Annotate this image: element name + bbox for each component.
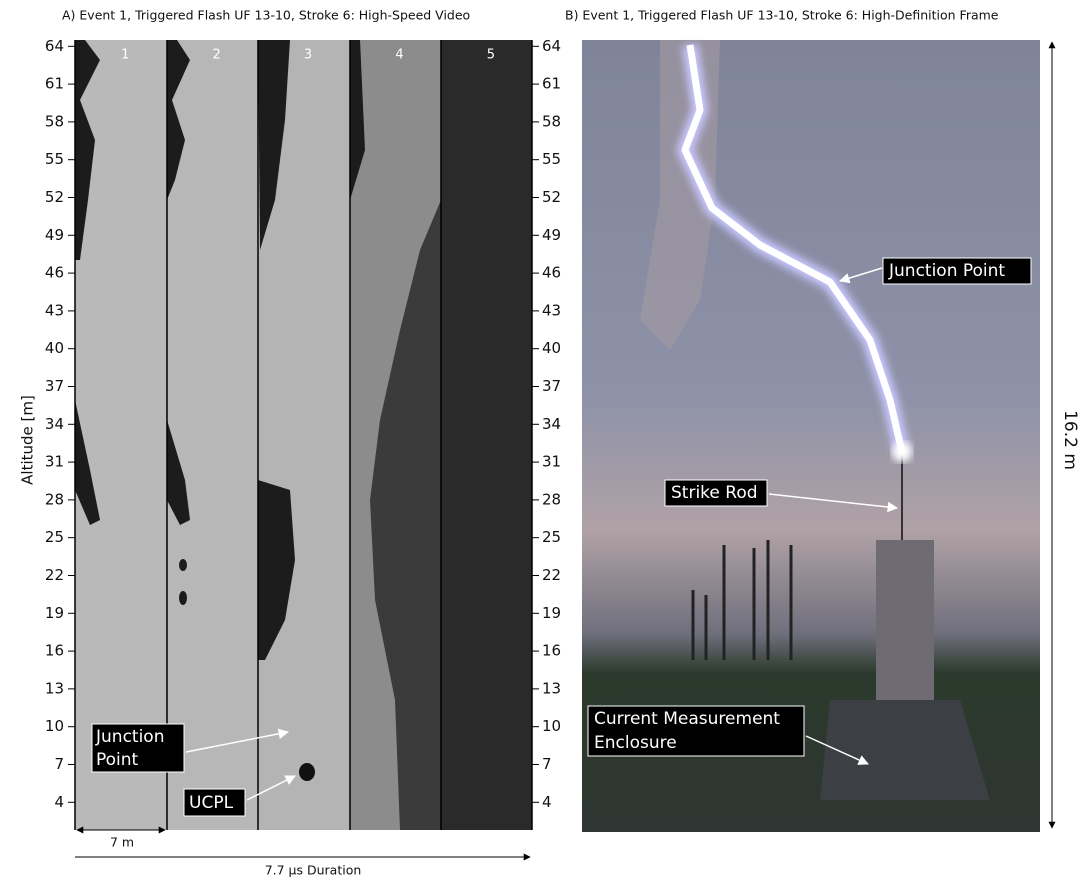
y-tick-label: 7 bbox=[54, 755, 64, 773]
height-label: 16.2 m bbox=[1060, 410, 1080, 470]
annotation: Point bbox=[96, 750, 139, 770]
y-tick-label: 4 bbox=[542, 793, 552, 811]
y-tick-label: 28 bbox=[45, 490, 64, 508]
y-tick-label: 55 bbox=[45, 150, 64, 168]
frame-label: 3 bbox=[304, 48, 312, 63]
frame-label: 2 bbox=[213, 48, 221, 63]
y-tick-label: 34 bbox=[45, 415, 64, 433]
y-tick-label: 25 bbox=[45, 528, 64, 546]
y-tick-label: 10 bbox=[542, 717, 561, 735]
frame-label: 1 bbox=[121, 48, 129, 63]
figure: A) Event 1, Triggered Flash UF 13-10, St… bbox=[0, 0, 1086, 881]
y-tick-label: 40 bbox=[542, 339, 561, 357]
y-tick-label: 19 bbox=[45, 604, 64, 622]
y-tick-label: 43 bbox=[542, 301, 561, 319]
axis-label: Altitude [m] bbox=[19, 395, 37, 485]
y-tick-label: 34 bbox=[542, 415, 561, 433]
y-tick-label: 37 bbox=[45, 377, 64, 395]
y-tick-label: 64 bbox=[542, 37, 561, 55]
y-tick-label: 22 bbox=[542, 566, 561, 584]
y-tick-label: 10 bbox=[45, 717, 64, 735]
annotation: Current Measurement bbox=[594, 709, 780, 729]
panel-b-title: B) Event 1, Triggered Flash UF 13-10, St… bbox=[565, 8, 999, 23]
y-tick-label: 61 bbox=[542, 75, 561, 93]
y-tick-label: 58 bbox=[542, 112, 561, 130]
y-tick-label: 43 bbox=[45, 301, 64, 319]
y-tick-label: 25 bbox=[542, 528, 561, 546]
y-tick-label: 55 bbox=[542, 150, 561, 168]
duration-label: 7.7 μs Duration bbox=[265, 863, 362, 878]
frame-label: 5 bbox=[487, 48, 495, 63]
y-tick-label: 49 bbox=[45, 226, 64, 244]
video-frames bbox=[75, 40, 532, 830]
y-tick-label: 61 bbox=[45, 75, 64, 93]
y-tick-label: 13 bbox=[45, 679, 64, 697]
y-tick-label: 37 bbox=[542, 377, 561, 395]
y-tick-label: 7 bbox=[542, 755, 552, 773]
y-tick-label: 19 bbox=[542, 604, 561, 622]
panel-a-title: A) Event 1, Triggered Flash UF 13-10, St… bbox=[62, 8, 470, 23]
scale-label: 7 m bbox=[110, 835, 134, 850]
y-tick-label: 31 bbox=[542, 453, 561, 471]
y-tick-label: 52 bbox=[542, 188, 561, 206]
y-tick-label: 13 bbox=[542, 679, 561, 697]
annotation: Enclosure bbox=[594, 733, 677, 753]
y-tick-label: 64 bbox=[45, 37, 64, 55]
annotation: Junction bbox=[95, 727, 164, 747]
y-tick-label: 22 bbox=[45, 566, 64, 584]
y-tick-label: 31 bbox=[45, 453, 64, 471]
y-tick-label: 4 bbox=[54, 793, 64, 811]
y-tick-label: 58 bbox=[45, 112, 64, 130]
annotation: UCPL bbox=[189, 793, 234, 813]
annotation: Strike Rod bbox=[671, 483, 758, 503]
y-tick-label: 16 bbox=[45, 642, 64, 660]
annotation: Junction Point bbox=[888, 261, 1005, 281]
y-tick-label: 46 bbox=[542, 264, 561, 282]
y-tick-label: 16 bbox=[542, 642, 561, 660]
frame-label: 4 bbox=[395, 48, 403, 63]
y-tick-label: 28 bbox=[542, 490, 561, 508]
y-tick-label: 49 bbox=[542, 226, 561, 244]
y-tick-label: 46 bbox=[45, 264, 64, 282]
y-tick-label: 52 bbox=[45, 188, 64, 206]
y-tick-label: 40 bbox=[45, 339, 64, 357]
